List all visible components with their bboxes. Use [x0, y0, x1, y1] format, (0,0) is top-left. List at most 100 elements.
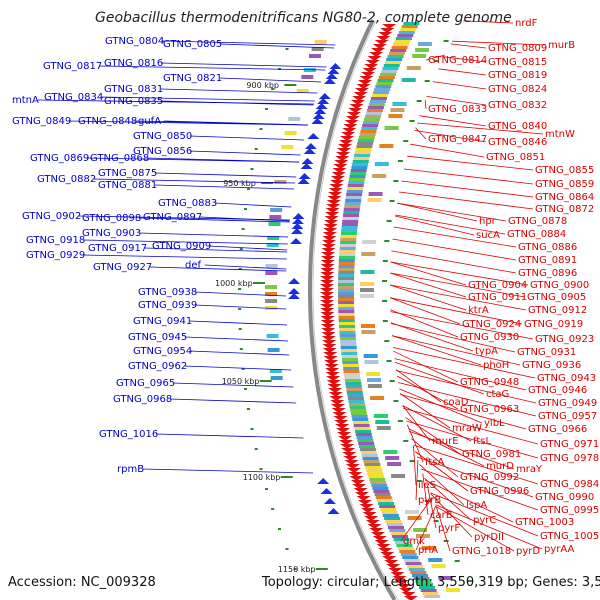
- forward-gene-arrow: [320, 284, 334, 289]
- forward-gene-arrow: [325, 212, 340, 217]
- cog-feature-band: [338, 310, 355, 313]
- cog-feature-band: [343, 373, 360, 376]
- right-gene-label: pyrD: [516, 546, 540, 557]
- tick-marker: [238, 328, 242, 330]
- cog-feature-band: [344, 202, 361, 205]
- feature-band-outer: [428, 558, 443, 562]
- reverse-gene-arrow: [320, 488, 333, 494]
- inner-gene-feature: [309, 54, 321, 58]
- forward-gene-arrow: [322, 232, 337, 237]
- right-gene-label: GTNG_0815: [488, 57, 547, 68]
- tick-marker: [250, 168, 254, 170]
- right-leader-line: [430, 492, 539, 537]
- right-gene-label: GTNG_0847: [428, 134, 487, 145]
- tick-marker: [265, 108, 268, 110]
- cog-feature-band: [373, 490, 390, 493]
- inner-gene-feature: [270, 208, 283, 212]
- right-gene-label: ktrA: [468, 305, 489, 316]
- forward-gene-arrow: [329, 184, 344, 189]
- right-leader-line: [415, 127, 427, 140]
- feature-band-outer: [367, 198, 382, 202]
- cog-feature-band: [351, 166, 368, 169]
- right-gene-label: ctaG: [486, 389, 509, 400]
- forward-gene-arrow: [335, 156, 350, 161]
- cog-feature-band: [374, 88, 391, 91]
- right-leader-line: [395, 369, 442, 403]
- cog-feature-band: [346, 391, 363, 394]
- feature-band-outer: [360, 282, 375, 286]
- right-gene-label: ileS: [418, 480, 436, 491]
- right-leader-line: [391, 335, 482, 366]
- right-gene-label: ftsL: [473, 436, 491, 447]
- right-leader-line: [414, 451, 469, 492]
- cog-feature-band: [376, 82, 393, 85]
- forward-gene-arrow: [320, 292, 334, 297]
- cog-feature-band: [356, 145, 373, 148]
- left-leader-line: [149, 266, 287, 272]
- reverse-gene-arrow: [317, 478, 330, 484]
- right-gene-label: GTNG_0966: [528, 424, 587, 435]
- inner-gene-feature: [270, 376, 283, 380]
- feature-band-outer: [388, 114, 403, 118]
- feature-band-outer: [360, 288, 374, 292]
- cog-feature-band: [350, 409, 367, 412]
- forward-gene-arrow: [322, 344, 337, 349]
- reverse-gene-arrow: [298, 173, 311, 179]
- inner-gene-feature: [269, 215, 282, 219]
- cog-feature-band: [342, 364, 359, 367]
- right-gene-label: GTNG_0833: [428, 104, 487, 115]
- forward-gene-arrow: [378, 32, 393, 37]
- forward-gene-arrow: [324, 220, 339, 225]
- left-leader-line: [82, 254, 287, 260]
- forward-gene-arrow: [356, 84, 371, 89]
- left-gene-label: GTNG_0849: [12, 116, 71, 127]
- tick-marker: [386, 360, 392, 362]
- forward-gene-arrow: [343, 456, 358, 461]
- reverse-gene-arrow: [290, 238, 302, 244]
- feature-band-outer: [392, 102, 407, 106]
- reverse-gene-arrow: [323, 78, 336, 84]
- right-gene-label: GTNG_0930: [460, 332, 519, 343]
- right-gene-label: lspA: [466, 500, 487, 511]
- feature-band-outer: [383, 450, 398, 454]
- cog-feature-band: [368, 103, 385, 106]
- cog-feature-band: [367, 472, 384, 475]
- inner-gene-feature: [284, 131, 297, 135]
- right-leader-line: [389, 284, 527, 311]
- reverse-gene-arrow: [288, 278, 301, 284]
- forward-gene-arrow: [320, 260, 335, 265]
- left-leader-line: [138, 217, 290, 223]
- cog-feature-band: [362, 124, 379, 127]
- cog-feature-band: [363, 460, 380, 463]
- tick-marker: [384, 240, 390, 242]
- cog-feature-band: [338, 319, 355, 322]
- cog-feature-band: [338, 298, 355, 301]
- cog-feature-band: [338, 265, 355, 268]
- right-leader-line: [424, 477, 472, 521]
- cog-feature-band: [392, 535, 409, 538]
- forward-gene-arrow: [339, 140, 354, 145]
- right-leader-line: [414, 130, 487, 143]
- cog-feature-band: [350, 169, 367, 172]
- cog-feature-band: [345, 382, 362, 385]
- right-leader-line: [413, 444, 539, 485]
- forward-gene-arrow: [328, 388, 343, 393]
- forward-gene-arrow: [330, 404, 345, 409]
- forward-gene-arrow: [330, 180, 345, 185]
- forward-gene-arrow: [331, 408, 346, 413]
- forward-gene-arrow: [326, 376, 341, 381]
- right-gene-label: nrdF: [515, 18, 538, 29]
- right-gene-label: GTNG_0824: [488, 84, 547, 95]
- cog-feature-band: [371, 484, 388, 487]
- cog-feature-band: [346, 193, 363, 196]
- cog-feature-band: [379, 505, 396, 508]
- reverse-gene-arrow: [300, 163, 313, 169]
- cog-feature-band: [382, 67, 399, 70]
- reverse-gene-arrow: [315, 103, 328, 109]
- right-leader-line: [394, 358, 527, 391]
- cog-feature-band: [398, 31, 415, 34]
- cog-feature-band: [340, 241, 357, 244]
- feature-band-outer: [412, 54, 427, 58]
- tick-marker: [382, 260, 388, 262]
- tick-marker: [443, 40, 449, 42]
